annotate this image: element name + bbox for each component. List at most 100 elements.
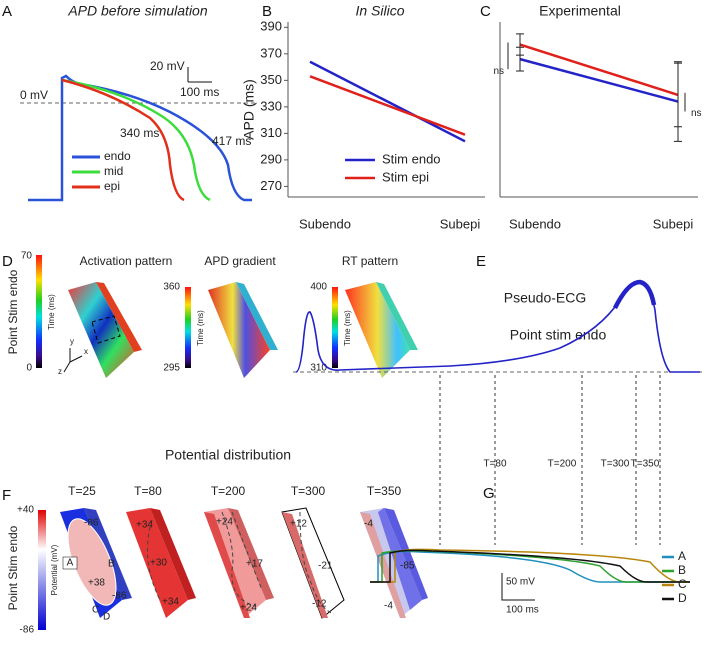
trace-d bbox=[370, 549, 690, 583]
frame-time: T=80 bbox=[134, 484, 162, 498]
series-line bbox=[309, 75, 466, 136]
roi bbox=[91, 315, 121, 344]
tissue-block bbox=[126, 508, 188, 618]
y-tick-label: 350 bbox=[260, 72, 282, 87]
frame-time: T=350 bbox=[367, 484, 402, 498]
colorbar-label: 70 bbox=[21, 251, 33, 262]
map-title: Activation pattern bbox=[80, 254, 173, 268]
legend-label: C bbox=[678, 577, 687, 591]
panel-label: E bbox=[476, 253, 486, 270]
potential-label: +24 bbox=[240, 603, 257, 614]
potential-label: -85 bbox=[400, 561, 415, 572]
series-line bbox=[519, 57, 679, 103]
colorbar-unit: Time (ms) bbox=[196, 310, 205, 346]
frame-time: T=200 bbox=[211, 484, 246, 498]
potential-label: -86 bbox=[112, 591, 127, 602]
frame-80: T=80 +34 +30 +34 bbox=[126, 484, 196, 618]
potential-label: +30 bbox=[150, 558, 167, 569]
legend-label: A bbox=[678, 549, 686, 563]
time-markers bbox=[439, 375, 661, 545]
panel-title: APD before simulation bbox=[67, 3, 208, 19]
tissue-side bbox=[96, 282, 142, 352]
scale-label: 100 ms bbox=[506, 605, 539, 616]
potential-label: -4 bbox=[384, 601, 393, 612]
point-label: A bbox=[67, 558, 74, 569]
tissue-block bbox=[345, 282, 410, 378]
legend-label: D bbox=[678, 591, 687, 605]
tissue-front bbox=[204, 512, 250, 618]
colorbar bbox=[36, 255, 42, 368]
tissue-side bbox=[376, 282, 418, 350]
legend-label: B bbox=[678, 563, 686, 577]
time-label: T=80 bbox=[483, 459, 507, 470]
map-activation: Activation pattern 70 0 Time (ms) y x z bbox=[21, 251, 172, 378]
panel-labels: A B C D E F G bbox=[2, 3, 495, 504]
row-label: Point Stim endo bbox=[6, 525, 20, 610]
chart-title: In Silico bbox=[355, 3, 404, 19]
colorbar bbox=[38, 510, 46, 630]
panel-label: G bbox=[483, 485, 495, 502]
annotation: ns bbox=[691, 108, 702, 119]
isoline bbox=[147, 519, 161, 601]
colorbar-label: 0 bbox=[26, 363, 32, 374]
y-tick-label: 290 bbox=[260, 151, 282, 166]
series-line bbox=[519, 43, 679, 97]
scale-label: 50 mV bbox=[506, 577, 535, 588]
legend-label: endo bbox=[104, 149, 131, 163]
potential-label: +38 bbox=[88, 578, 105, 589]
legend-label: Stim epi bbox=[382, 169, 429, 184]
panel-g-labels: 50 mV 100 ms A B C D bbox=[506, 549, 687, 615]
time-label: T=350 bbox=[631, 459, 660, 470]
potential-label: -21 bbox=[318, 561, 333, 572]
error-bar bbox=[516, 33, 524, 56]
chart-title: Experimental bbox=[539, 3, 621, 19]
tissue-block bbox=[208, 282, 270, 378]
x-tick-label: Subepi bbox=[653, 216, 694, 231]
scale-bar bbox=[501, 573, 535, 601]
tissue-front bbox=[360, 512, 406, 618]
colorbar-unit: Time (ms) bbox=[343, 310, 352, 346]
ecg-twave bbox=[612, 279, 657, 310]
map-apd: APD gradient 360 295 Time (ms) bbox=[163, 254, 278, 378]
y-tick-label: 270 bbox=[260, 178, 282, 193]
frame-300: T=300 +12 -21 -12 bbox=[281, 484, 345, 619]
potential-label: -12 bbox=[312, 599, 327, 610]
tissue-side bbox=[228, 508, 274, 600]
y-tick-label: 370 bbox=[260, 45, 282, 60]
frame-200: T=200 +24 +17 +24 bbox=[204, 484, 274, 618]
isoline bbox=[221, 511, 263, 607]
frame-time: T=25 bbox=[68, 484, 96, 498]
y-axis-label: APD (ms) bbox=[241, 79, 257, 140]
apd-label: 340 ms bbox=[120, 126, 159, 140]
frame-time: T=300 bbox=[291, 484, 326, 498]
colorbar-unit: Time (ms) bbox=[47, 294, 56, 330]
legend-label: epi bbox=[104, 179, 120, 193]
frame-25: T=25 -86 A B +38 C D -86 bbox=[60, 484, 132, 623]
time-label: T=300 bbox=[601, 459, 630, 470]
y-tick-label: 330 bbox=[260, 98, 282, 113]
legend-label: mid bbox=[104, 164, 123, 178]
panel-title: Potential distribution bbox=[165, 447, 291, 463]
map-rt: RT pattern 400 310 Time (ms) bbox=[310, 254, 418, 378]
scale-label: 100 ms bbox=[180, 85, 219, 99]
row-label: Point Stim endo bbox=[6, 269, 20, 354]
potential-label: +34 bbox=[136, 520, 153, 531]
axis-label: z bbox=[58, 367, 62, 376]
x-tick-label: Subepi bbox=[440, 216, 481, 231]
axis-label: y bbox=[70, 337, 74, 346]
potential-label: +12 bbox=[290, 519, 307, 530]
trace-label: Point stim endo bbox=[510, 327, 607, 343]
panel-a: APD before simulation 20 mV 100 ms 0 mV … bbox=[20, 3, 255, 202]
potential-label: -86 bbox=[84, 518, 99, 529]
scale-label: 20 mV bbox=[150, 59, 185, 73]
colorbar-unit: Potential (mV) bbox=[50, 544, 59, 595]
time-label: T=200 bbox=[548, 459, 577, 470]
panel-label: C bbox=[480, 3, 491, 20]
axis-glyph bbox=[63, 348, 83, 373]
error-bar bbox=[674, 62, 682, 128]
tissue-region bbox=[378, 508, 422, 610]
label-box bbox=[62, 556, 78, 570]
colorbar-label: 310 bbox=[310, 363, 327, 374]
panel-title: Pseudo-ECG bbox=[504, 290, 586, 306]
